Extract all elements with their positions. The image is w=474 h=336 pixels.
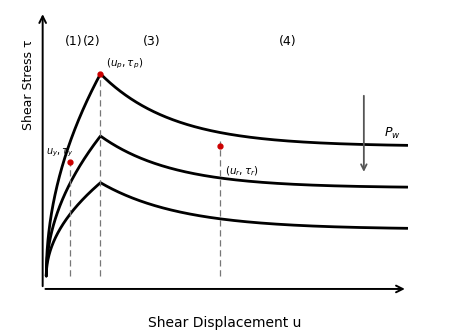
Text: (2): (2)	[83, 35, 101, 48]
Text: $P_w$: $P_w$	[384, 126, 401, 141]
Text: Shear Stress τ: Shear Stress τ	[21, 40, 35, 130]
Text: $u_y,\tau_y$: $u_y,\tau_y$	[46, 147, 74, 159]
Text: $(u_p,\tau_p)$: $(u_p,\tau_p)$	[106, 57, 143, 71]
Text: $(u_r,\tau_r)$: $(u_r,\tau_r)$	[225, 165, 259, 178]
Text: (3): (3)	[143, 35, 161, 48]
Text: Shear Displacement u: Shear Displacement u	[148, 316, 302, 330]
Text: (4): (4)	[278, 35, 296, 48]
Text: (1): (1)	[65, 35, 82, 48]
